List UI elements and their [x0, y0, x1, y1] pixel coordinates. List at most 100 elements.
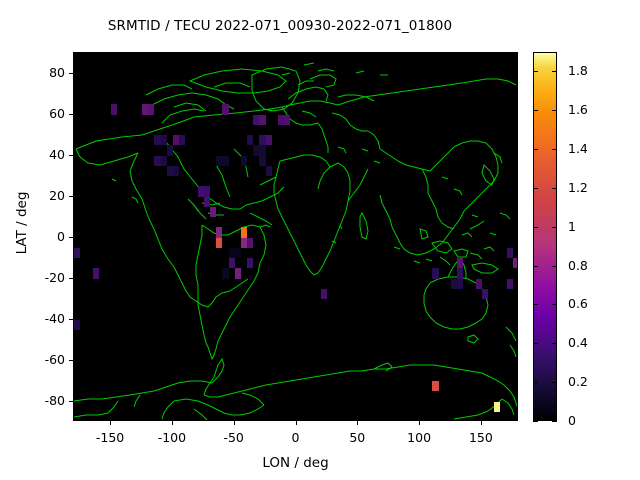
heatmap-cell: [259, 114, 266, 125]
x-tick-label: 150: [468, 430, 493, 445]
heatmap-cell: [494, 401, 501, 412]
colorbar-tick-mark: [552, 226, 557, 228]
heatmap-cell: [234, 247, 241, 258]
y-tick-mark: [69, 72, 73, 74]
y-tick-label: 20: [49, 187, 65, 203]
y-tick-mark: [69, 277, 73, 279]
x-tick-mark: [357, 421, 359, 425]
heatmap-cell: [259, 135, 266, 146]
heatmap-cell: [111, 104, 118, 115]
heatmap-cell: [203, 196, 210, 207]
heatmap-cell: [209, 206, 217, 217]
heatmap-cell: [141, 104, 149, 115]
heatmap-cell: [216, 155, 223, 166]
heatmap-cell: [253, 145, 260, 156]
heatmap-cell: [203, 186, 210, 197]
colorbar-tick-mark: [533, 343, 538, 345]
colorbar-tick-mark: [552, 149, 557, 151]
heatmap-cell: [512, 258, 517, 269]
colorbar-tick-label: 1.2: [568, 179, 588, 195]
colorbar-tick-label: 0.2: [568, 374, 588, 390]
heatmap-cell: [172, 135, 180, 146]
x-tick-label: -100: [157, 430, 187, 445]
colorbar-tick-mark: [533, 110, 538, 112]
heatmap-cell: [321, 288, 328, 299]
y-tick-label: -20: [44, 269, 65, 285]
colorbar-tick-mark: [533, 71, 538, 73]
colorbar-tick-label: 0.6: [568, 296, 588, 312]
y-tick-mark: [69, 318, 73, 320]
y-axis-label: LAT / deg: [14, 191, 30, 255]
heatmap-cell: [74, 319, 81, 330]
heatmap-cell: [222, 104, 229, 115]
x-tick-label: -50: [223, 430, 244, 445]
heatmap-cell: [240, 237, 248, 248]
x-tick-mark: [295, 421, 297, 425]
heatmap-cell: [457, 278, 464, 289]
x-tick-label: 50: [349, 430, 366, 445]
y-tick-label: 40: [49, 146, 65, 162]
heatmap-cell: [265, 135, 272, 146]
colorbar-tick-mark: [533, 265, 538, 267]
y-tick-label: 60: [49, 105, 65, 121]
x-tick-mark: [171, 421, 173, 425]
x-tick-mark: [419, 421, 421, 425]
heatmap-cell: [222, 155, 229, 166]
data-cell-layer: [74, 53, 517, 420]
heatmap-cell: [253, 114, 260, 125]
y-tick-mark: [69, 195, 73, 197]
colorbar-tick-mark: [533, 421, 538, 422]
heatmap-cell: [166, 145, 173, 156]
y-tick-label: -80: [44, 392, 65, 408]
y-tick-label: 0: [57, 228, 65, 244]
heatmap-cell: [160, 135, 167, 146]
heatmap-cell: [154, 155, 161, 166]
y-tick-mark: [69, 154, 73, 156]
y-tick-mark: [69, 236, 73, 238]
heatmap-cell: [259, 155, 266, 166]
colorbar-tick-mark: [533, 382, 538, 384]
colorbar: [533, 52, 557, 421]
heatmap-cell: [475, 278, 482, 289]
heatmap-cell: [240, 155, 248, 166]
heatmap-cell: [259, 145, 266, 156]
colorbar-tick-mark: [552, 343, 557, 345]
y-tick-label: -60: [44, 351, 65, 367]
heatmap-cell: [451, 278, 458, 289]
colorbar-tick-label: 0.4: [568, 335, 588, 351]
colorbar-tick-label: 0.8: [568, 257, 588, 273]
heatmap-cell: [265, 165, 272, 176]
x-axis-label: LON / deg: [262, 455, 329, 471]
y-tick-mark: [69, 400, 73, 402]
x-tick-mark: [233, 421, 235, 425]
heatmap-cell: [234, 268, 241, 279]
heatmap-cell: [216, 227, 223, 238]
heatmap-cell: [228, 247, 235, 258]
heatmap-cell: [432, 381, 439, 392]
heatmap-cell: [457, 258, 464, 269]
colorbar-tick-mark: [533, 149, 538, 151]
heatmap-cell: [506, 278, 513, 289]
colorbar-tick-mark: [533, 304, 538, 306]
heatmap-cell: [92, 268, 99, 279]
x-tick-mark: [480, 421, 482, 425]
heatmap-cell: [240, 227, 248, 238]
heatmap-cell: [197, 186, 204, 197]
heatmap-cell: [228, 258, 235, 269]
map-plot-area[interactable]: [73, 52, 518, 421]
heatmap-cell: [166, 165, 173, 176]
heatmap-cell: [481, 288, 489, 299]
x-tick-mark: [110, 421, 112, 425]
colorbar-tick-mark: [533, 226, 538, 228]
heatmap-cell: [277, 114, 285, 125]
colorbar-tick-mark: [552, 110, 557, 112]
colorbar-tick-label: 1.6: [568, 102, 588, 118]
colorbar-tick-mark: [533, 187, 538, 189]
y-tick-mark: [69, 113, 73, 115]
colorbar-tick-mark: [552, 187, 557, 189]
heatmap-cell: [457, 268, 464, 279]
heatmap-cell: [432, 268, 439, 279]
heatmap-cell: [216, 237, 223, 248]
heatmap-cell: [247, 237, 254, 248]
